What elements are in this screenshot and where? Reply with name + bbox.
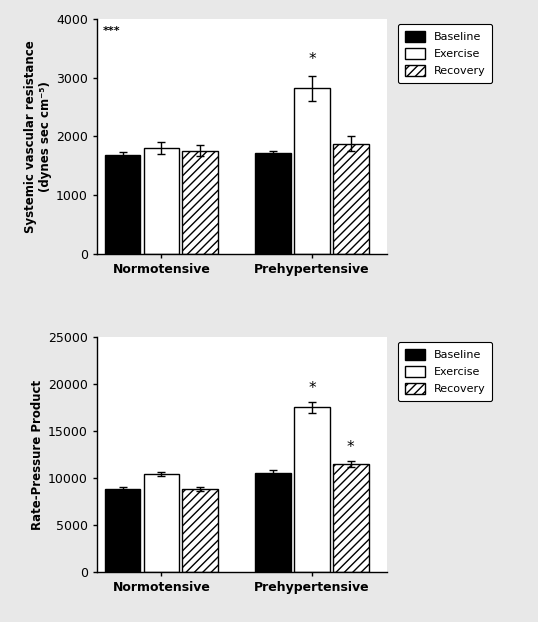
Bar [144, 474, 179, 572]
Bar [182, 490, 218, 572]
Legend: Baseline, Exercise, Recovery: Baseline, Exercise, Recovery [398, 24, 492, 83]
Bar [333, 464, 369, 572]
Bar [294, 88, 330, 254]
Bar [144, 148, 179, 254]
Legend: Baseline, Exercise, Recovery: Baseline, Exercise, Recovery [398, 342, 492, 401]
Bar [105, 156, 140, 254]
Bar [333, 144, 369, 254]
Text: ***: *** [103, 26, 121, 35]
Y-axis label: Systemic vascular resistance
(dynes sec cm⁻⁵): Systemic vascular resistance (dynes sec … [24, 40, 52, 233]
Bar [105, 490, 140, 572]
Y-axis label: Rate-Pressure Product: Rate-Pressure Product [31, 379, 44, 529]
Bar [182, 151, 218, 254]
Text: *: * [308, 52, 316, 67]
Bar [256, 153, 291, 254]
Bar [294, 407, 330, 572]
Text: *: * [347, 440, 355, 455]
Bar [256, 473, 291, 572]
Text: *: * [308, 381, 316, 396]
